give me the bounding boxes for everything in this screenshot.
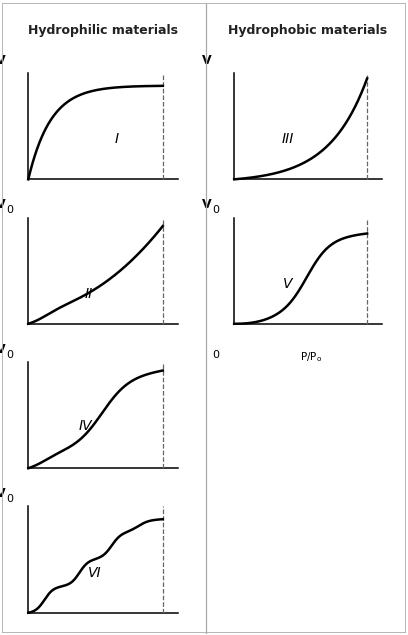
Text: V: V (0, 54, 5, 67)
Text: 0: 0 (212, 205, 219, 215)
Text: 0: 0 (6, 205, 13, 215)
Text: P/P$_\mathregular{o}$: P/P$_\mathregular{o}$ (300, 205, 322, 219)
Text: 0: 0 (6, 350, 13, 359)
Text: I: I (115, 132, 119, 147)
Text: 0: 0 (212, 350, 219, 359)
Text: III: III (281, 132, 294, 147)
Text: V: V (202, 54, 211, 67)
Text: P/P$_\mathregular{o}$: P/P$_\mathregular{o}$ (95, 494, 118, 508)
Text: IV: IV (79, 418, 93, 432)
Text: V: V (0, 343, 5, 356)
Text: Hydrophilic materials: Hydrophilic materials (28, 23, 178, 37)
Text: P/P$_\mathregular{o}$: P/P$_\mathregular{o}$ (95, 205, 118, 219)
Text: V: V (0, 487, 5, 500)
Text: V: V (0, 198, 5, 211)
Text: V: V (283, 277, 292, 291)
Text: V: V (202, 198, 211, 211)
Text: II: II (85, 288, 93, 302)
Text: VI: VI (88, 566, 101, 580)
Text: P/P$_\mathregular{o}$: P/P$_\mathregular{o}$ (95, 350, 118, 363)
Text: P/P$_\mathregular{o}$: P/P$_\mathregular{o}$ (300, 350, 322, 363)
Text: Hydrophobic materials: Hydrophobic materials (228, 23, 388, 37)
Text: 0: 0 (6, 494, 13, 504)
